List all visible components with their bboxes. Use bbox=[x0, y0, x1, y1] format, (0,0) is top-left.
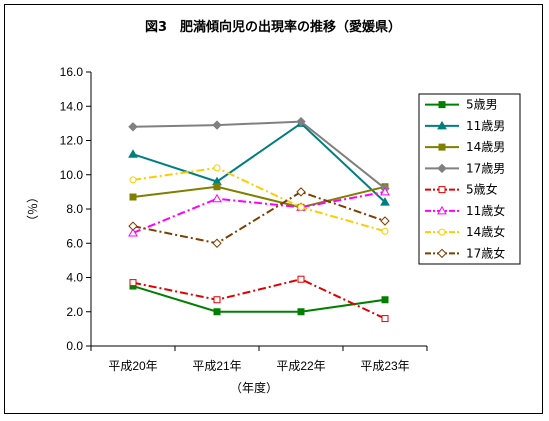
y-tick-label: 2.0 bbox=[66, 305, 83, 319]
chart-title: 図3 肥満傾向児の出現率の推移（愛媛県） bbox=[145, 19, 401, 35]
x-tick-label: 平成20年 bbox=[108, 359, 157, 373]
legend-marker bbox=[437, 248, 447, 259]
x-tick-label: 平成22年 bbox=[276, 359, 325, 373]
legend: 5歳男 11歳男 14歳男 17歳男 5歳女 11歳女 14歳女 17歳女 bbox=[418, 93, 521, 265]
series-line bbox=[132, 285, 386, 313]
y-tick-label: 14.0 bbox=[60, 99, 84, 113]
series-line bbox=[132, 190, 386, 234]
data-point bbox=[212, 120, 222, 130]
data-point bbox=[128, 221, 138, 231]
legend-item: 14歳男 bbox=[425, 140, 505, 154]
legend-item: 5歳男 bbox=[425, 98, 498, 112]
x-axis: 平成20年 平成21年 平成22年 平成23年 bbox=[90, 345, 428, 373]
series-2 bbox=[128, 118, 390, 206]
legend-label: 5歳女 bbox=[466, 182, 498, 197]
legend-item: 11歳男 bbox=[425, 119, 505, 133]
data-point bbox=[129, 176, 137, 184]
y-tick-label: 4.0 bbox=[66, 271, 83, 285]
y-tick-label: 12.0 bbox=[60, 134, 84, 148]
series-line bbox=[132, 122, 386, 203]
data-point bbox=[297, 275, 305, 283]
data-point bbox=[296, 116, 306, 127]
legend-item: 17歳女 bbox=[425, 245, 505, 260]
data-point bbox=[213, 308, 221, 316]
data-point bbox=[129, 279, 137, 287]
data-point bbox=[297, 203, 305, 211]
legend-label: 11歳女 bbox=[466, 203, 505, 218]
legend-marker bbox=[437, 205, 447, 215]
data-point bbox=[381, 227, 389, 235]
legend-label: 14歳男 bbox=[466, 140, 505, 154]
data-point bbox=[297, 308, 305, 316]
series-line bbox=[132, 185, 386, 209]
legend-marker bbox=[438, 186, 446, 194]
legend-label: 5歳男 bbox=[466, 98, 498, 112]
data-point bbox=[212, 193, 222, 203]
y-axis-label: （％） bbox=[25, 191, 39, 227]
data-point bbox=[128, 149, 138, 158]
legend-label: 11歳男 bbox=[466, 119, 505, 133]
line-chart: 図3 肥満傾向児の出現率の推移（愛媛県） 0.0 2.0 4.0 6.0 8.0 10.0… bbox=[25, 19, 521, 395]
data-point bbox=[381, 315, 389, 323]
chart-frame: 図3 肥満傾向児の出現率の推移（愛媛県） 0.0 2.0 4.0 6.0 8.0 10.0… bbox=[4, 4, 543, 414]
x-tick-label: 平成23年 bbox=[360, 359, 409, 373]
data-point bbox=[212, 238, 222, 248]
y-tick-label: 8.0 bbox=[66, 202, 83, 216]
data-point bbox=[380, 186, 390, 196]
legend-item: 5歳女 bbox=[425, 182, 498, 197]
y-tick-label: 0.0 bbox=[66, 339, 83, 353]
legend-label: 17歳女 bbox=[466, 245, 505, 260]
series-line bbox=[132, 278, 386, 320]
legend-label: 17歳男 bbox=[466, 161, 505, 175]
y-tick-label: 10.0 bbox=[60, 168, 84, 182]
data-point bbox=[213, 183, 221, 191]
legend-item: 11歳女 bbox=[425, 203, 505, 218]
data-point bbox=[381, 296, 389, 304]
data-point bbox=[129, 193, 137, 201]
data-point bbox=[128, 122, 138, 132]
legend-marker bbox=[438, 143, 446, 151]
x-tick-label: 平成21年 bbox=[192, 359, 241, 373]
data-point bbox=[380, 216, 390, 226]
legend-item: 14歳女 bbox=[425, 224, 505, 239]
data-point bbox=[213, 164, 221, 172]
y-axis: 0.0 2.0 4.0 6.0 8.0 10.0 12.0 14.0 16.0 bbox=[60, 65, 92, 353]
legend-marker bbox=[437, 163, 447, 174]
data-point bbox=[128, 227, 138, 237]
legend-marker bbox=[438, 101, 446, 109]
data-point bbox=[296, 187, 306, 197]
series-8 bbox=[128, 187, 390, 248]
legend-marker bbox=[437, 120, 447, 130]
y-tick-label: 16.0 bbox=[60, 65, 84, 79]
data-point bbox=[380, 197, 390, 206]
series-line bbox=[132, 166, 386, 233]
series-line bbox=[132, 190, 386, 245]
series-line bbox=[132, 120, 386, 190]
series-7 bbox=[129, 164, 389, 235]
legend-marker bbox=[438, 228, 446, 236]
series-5 bbox=[129, 275, 389, 323]
legend-box bbox=[418, 93, 521, 265]
y-tick-label: 6.0 bbox=[66, 236, 83, 250]
legend-item: 17歳男 bbox=[425, 161, 505, 175]
legend-label: 14歳女 bbox=[466, 224, 505, 239]
series-4 bbox=[128, 116, 390, 194]
series-1 bbox=[129, 282, 389, 316]
series-lines bbox=[128, 116, 390, 323]
data-point bbox=[213, 296, 221, 304]
x-axis-label: （年度） bbox=[230, 380, 278, 395]
